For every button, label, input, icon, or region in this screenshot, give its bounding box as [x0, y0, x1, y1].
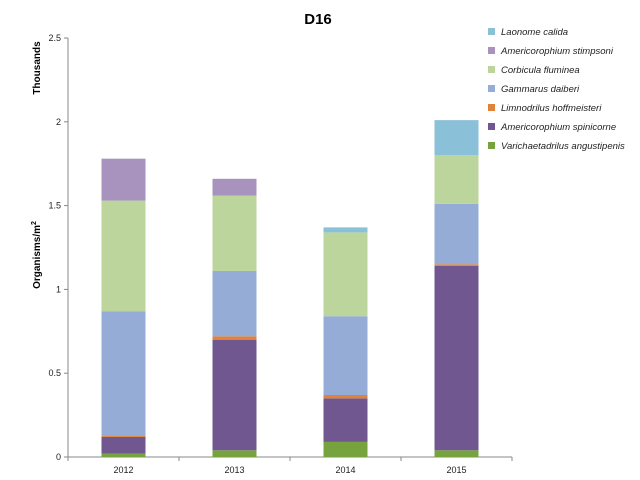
- bar-segment: [434, 120, 479, 156]
- bar-segment: [323, 227, 368, 233]
- y-tick-label: 2: [56, 117, 61, 127]
- bar-segment: [212, 195, 257, 271]
- legend-swatch: [488, 47, 495, 54]
- legend-label: Varichaetadrilus angustipenis: [501, 141, 625, 152]
- y-tick-label: 1: [56, 284, 61, 294]
- bar-segment: [323, 398, 368, 442]
- x-tick-label: 2012: [113, 465, 133, 475]
- legend-swatch: [488, 66, 495, 73]
- bar-segment: [434, 203, 479, 265]
- y-axis-unit-label: Thousands: [32, 41, 43, 95]
- legend-label: Gammarus daiberi: [501, 84, 580, 95]
- bar-segment: [434, 264, 479, 266]
- legend-swatch: [488, 123, 495, 130]
- legend-label: Americorophium spinicorne: [500, 122, 616, 133]
- y-tick-label: 1.5: [48, 201, 61, 211]
- bar-segment: [212, 450, 257, 457]
- chart-title: D16: [304, 11, 332, 28]
- legend-swatch: [488, 142, 495, 149]
- bar-segment: [212, 270, 257, 337]
- bar-segment: [212, 336, 257, 340]
- bar-segment: [212, 178, 257, 196]
- legend-label: Limnodrilus hoffmeisteri: [501, 103, 602, 114]
- y-axis-label-main: Organisms/m: [32, 225, 43, 289]
- x-tick-label: 2014: [335, 465, 355, 475]
- legend-label: Corbicula fluminea: [501, 65, 580, 76]
- x-tick-label: 2013: [224, 465, 244, 475]
- bar-segment: [101, 200, 146, 312]
- bar-segment: [101, 435, 146, 437]
- bar-segment: [212, 339, 257, 451]
- y-ticks: 0 0.5 1 1.5 2 2.5: [48, 33, 68, 462]
- y-axis-label-superscript: 2: [31, 221, 38, 225]
- x-ticks: 2012 2013 2014 2015: [67, 457, 513, 475]
- legend-swatch: [488, 104, 495, 111]
- y-tick-label: 0.5: [48, 368, 61, 378]
- legend-swatch: [488, 28, 495, 35]
- bar-segment: [101, 453, 146, 457]
- y-axis-label: Organisms/m2: [31, 221, 43, 289]
- legend-swatch: [488, 85, 495, 92]
- bar-segment: [323, 394, 368, 399]
- legend: Laonome calida Americorophium stimpsoni Co…: [488, 27, 625, 152]
- bar-segment: [101, 436, 146, 454]
- bar-segment: [323, 232, 368, 317]
- bar-segment: [101, 311, 146, 436]
- y-tick-label: 2.5: [48, 33, 61, 43]
- bar-segment: [101, 158, 146, 201]
- bars: [101, 120, 479, 457]
- bar-segment: [434, 450, 479, 457]
- legend-label: Laonome calida: [501, 27, 568, 38]
- svg-text:Organisms/m2: Organisms/m2: [31, 221, 43, 289]
- bar-segment: [434, 155, 479, 204]
- x-tick-label: 2015: [446, 465, 466, 475]
- legend-label: Americorophium stimpsoni: [500, 46, 614, 57]
- y-tick-label: 0: [56, 452, 61, 462]
- bar-segment: [323, 441, 368, 457]
- bar-segment: [323, 316, 368, 395]
- bar-segment: [434, 265, 479, 451]
